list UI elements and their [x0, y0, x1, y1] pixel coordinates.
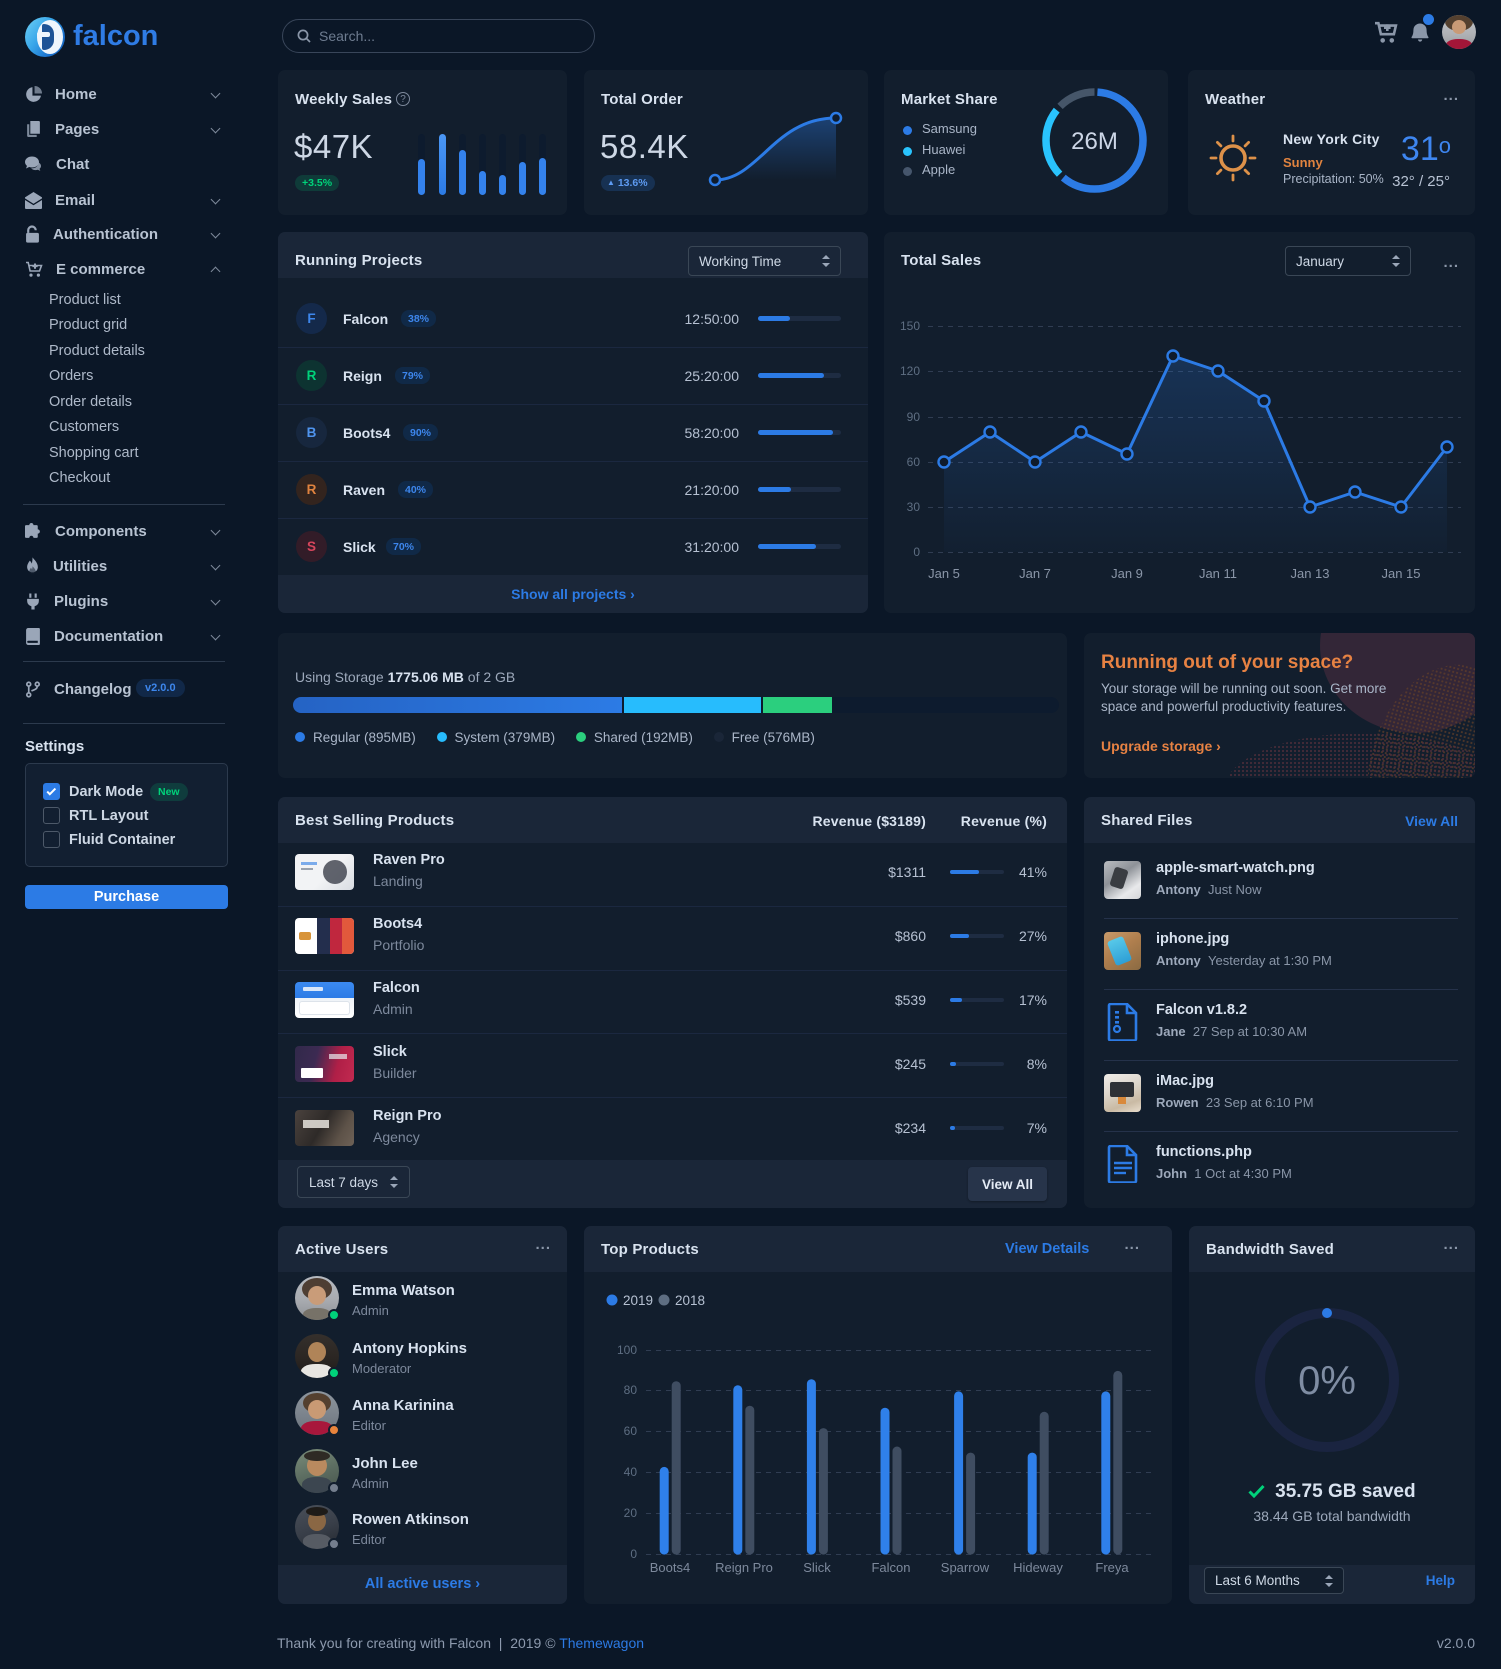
svg-text:Hideway: Hideway	[1013, 1560, 1063, 1575]
svg-text:Jan 9: Jan 9	[1111, 566, 1143, 581]
svg-text:120: 120	[900, 364, 920, 378]
svg-text:150: 150	[900, 319, 920, 333]
svg-text:0: 0	[630, 1547, 637, 1561]
svg-text:2019: 2019	[623, 1293, 653, 1308]
svg-text:Jan 7: Jan 7	[1019, 566, 1051, 581]
svg-text:40: 40	[624, 1465, 638, 1479]
svg-text:0%: 0%	[1298, 1359, 1356, 1403]
svg-text:20: 20	[624, 1506, 638, 1520]
svg-text:0: 0	[913, 545, 920, 559]
svg-text:2018: 2018	[675, 1293, 705, 1308]
svg-text:Jan 11: Jan 11	[1199, 566, 1237, 581]
svg-text:Freya: Freya	[1095, 1560, 1129, 1575]
svg-text:30: 30	[907, 500, 921, 514]
svg-text:Slick: Slick	[803, 1560, 831, 1575]
svg-text:60: 60	[624, 1424, 638, 1438]
svg-text:Falcon: Falcon	[871, 1560, 910, 1575]
svg-text:Jan 15: Jan 15	[1381, 566, 1420, 581]
svg-text:Jan 5: Jan 5	[928, 566, 960, 581]
svg-text:90: 90	[907, 410, 921, 424]
svg-text:Reign Pro: Reign Pro	[715, 1560, 773, 1575]
svg-text:Boots4: Boots4	[650, 1560, 690, 1575]
svg-text:100: 100	[617, 1343, 637, 1357]
svg-text:80: 80	[624, 1383, 638, 1397]
svg-text:Jan 13: Jan 13	[1290, 566, 1329, 581]
svg-text:60: 60	[907, 455, 921, 469]
svg-text:26M: 26M	[1071, 128, 1118, 155]
svg-text:Sparrow: Sparrow	[941, 1560, 990, 1575]
